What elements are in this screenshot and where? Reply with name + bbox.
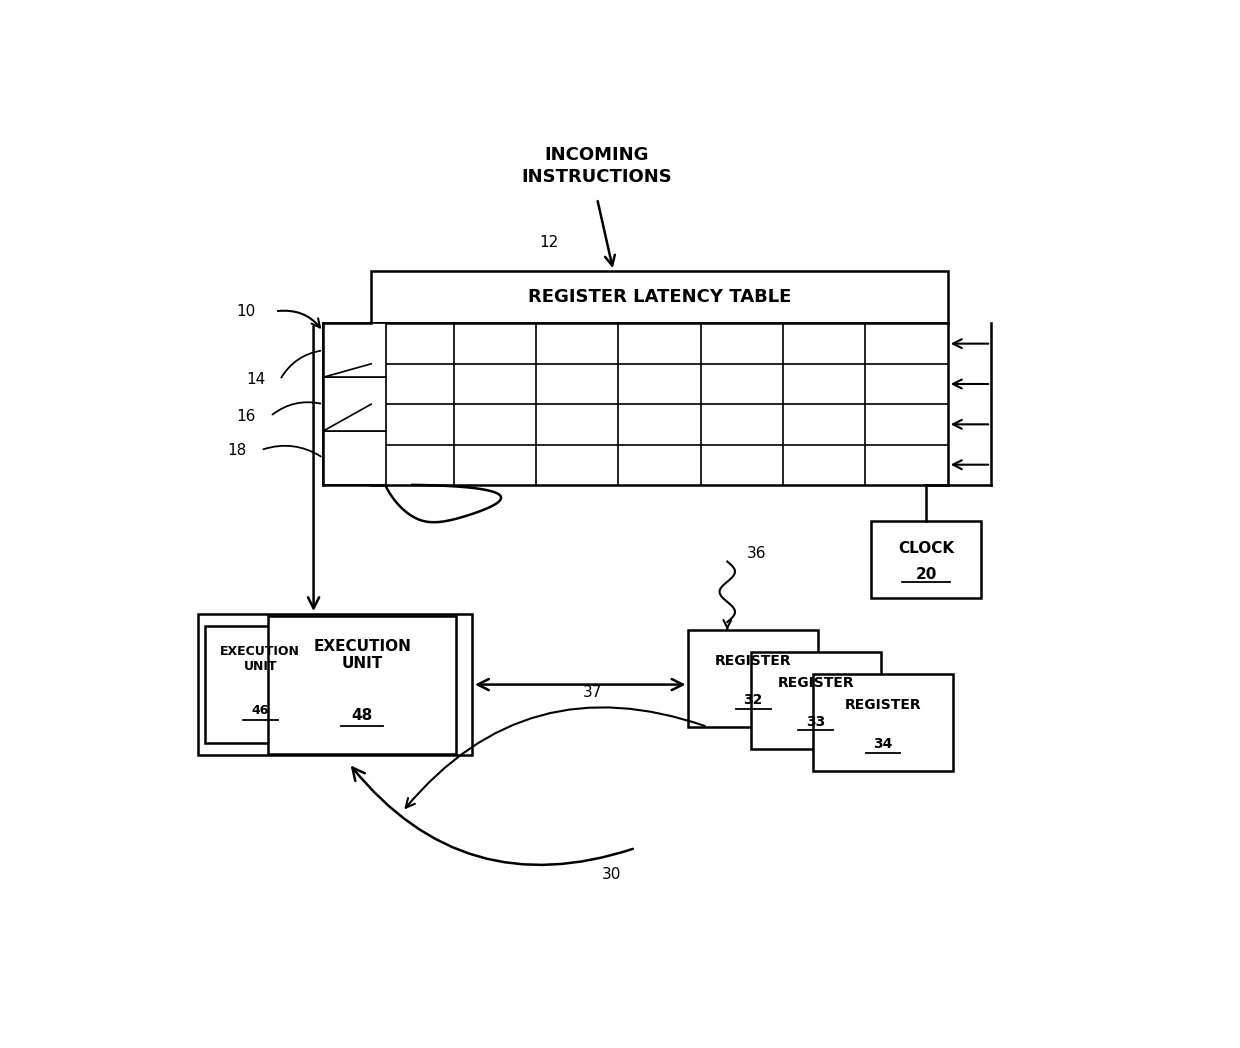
Text: 10: 10 <box>237 304 255 319</box>
Text: REGISTER: REGISTER <box>777 676 854 690</box>
Text: 18: 18 <box>227 442 247 458</box>
Text: 16: 16 <box>237 409 255 423</box>
Text: EXECUTION
UNIT: EXECUTION UNIT <box>221 645 300 673</box>
Text: 48: 48 <box>351 707 373 723</box>
Bar <box>324 377 386 431</box>
Text: 14: 14 <box>247 372 265 388</box>
Bar <box>371 271 947 324</box>
Text: CLOCK: CLOCK <box>898 541 955 555</box>
Bar <box>688 630 818 727</box>
Bar <box>324 431 386 485</box>
Text: 12: 12 <box>539 235 559 250</box>
Text: 46: 46 <box>252 704 269 717</box>
Text: REGISTER LATENCY TABLE: REGISTER LATENCY TABLE <box>528 288 791 306</box>
Bar <box>268 616 456 754</box>
Text: 37: 37 <box>583 684 601 700</box>
Bar <box>205 626 315 743</box>
Bar <box>813 675 952 771</box>
Text: 34: 34 <box>873 737 893 751</box>
Bar <box>870 521 982 597</box>
Bar <box>324 324 386 377</box>
Text: 36: 36 <box>746 546 766 561</box>
Text: EXECUTION
UNIT: EXECUTION UNIT <box>314 638 410 671</box>
Text: 32: 32 <box>744 693 763 706</box>
Bar <box>371 324 947 485</box>
Text: 20: 20 <box>915 567 937 583</box>
Bar <box>198 614 472 756</box>
Text: 30: 30 <box>601 867 621 882</box>
Text: REGISTER: REGISTER <box>715 654 791 668</box>
Text: INCOMING
INSTRUCTIONS: INCOMING INSTRUCTIONS <box>522 146 672 187</box>
Text: 33: 33 <box>806 715 826 728</box>
Text: REGISTER: REGISTER <box>844 698 921 713</box>
Bar <box>751 652 880 748</box>
